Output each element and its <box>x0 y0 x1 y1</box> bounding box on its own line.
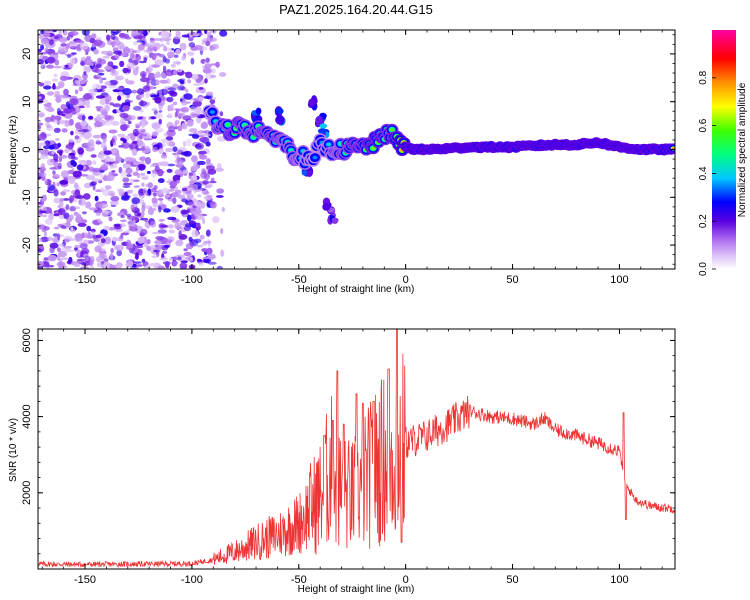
x-tick-label: -50 <box>291 574 307 586</box>
colorbar-gradient <box>712 30 736 269</box>
x-tick-label: 100 <box>610 574 628 586</box>
colorbar-tick-label: 0.2 <box>698 214 709 228</box>
x-tick-label: 0 <box>403 574 409 586</box>
x-tick-label: 0 <box>403 274 409 286</box>
x-tick-label: -150 <box>74 274 96 286</box>
x-tick-label: -100 <box>181 274 203 286</box>
y-tick-label: 6000 <box>21 328 33 352</box>
colorbar-tick-label: 0.6 <box>698 118 709 132</box>
spectral-blob <box>331 217 339 223</box>
y-tick-label: 0 <box>21 146 33 152</box>
spectral-blob <box>322 203 331 211</box>
spectrogram-x-axis: -150 -100 -50 0 50 100 <box>41 30 663 286</box>
y-tick-label: 2000 <box>21 481 33 505</box>
snr-x-axis-title: Height of straight line (km) <box>298 584 415 595</box>
spectral-ridge <box>202 104 675 170</box>
spectral-blob <box>308 98 315 107</box>
spectral-blob <box>317 128 327 134</box>
x-tick-label: 100 <box>610 274 628 286</box>
chart-title: PAZ1.2025.164.20.44.G15 <box>279 2 433 17</box>
colorbar-axis: 0.0 0.2 0.4 0.6 0.8 <box>698 70 716 276</box>
x-tick-label: -50 <box>291 274 307 286</box>
colorbar: 0.0 0.2 0.4 0.6 0.8 Normalized spectral ampl… <box>698 30 748 276</box>
spectrogram-y-axis-title: Frequency (Hz) <box>8 116 19 185</box>
x-tick-label: 50 <box>506 574 518 586</box>
spectral-blob <box>275 114 285 125</box>
y-tick-label: 20 <box>21 48 33 60</box>
colorbar-tick-label: 0.0 <box>698 262 709 276</box>
colorbar-tick-label: 0.4 <box>698 166 709 180</box>
y-tick-label: 4000 <box>21 404 33 428</box>
snr-y-axis: 2000 4000 6000 <box>21 328 675 570</box>
snr-series-line <box>38 329 675 569</box>
snr-frame <box>37 328 676 570</box>
spectral-blob <box>275 108 284 115</box>
spectral-blob <box>306 170 313 177</box>
snr-panel: -150 -100 -50 0 50 100 2000 4000 6000 Height of… <box>8 328 676 595</box>
spectrogram-heatmap <box>38 30 675 269</box>
spectrogram-y-axis: -20 -10 0 10 20 <box>21 34 675 265</box>
x-tick-label: 50 <box>506 274 518 286</box>
spectral-blob <box>255 107 262 115</box>
noise-region <box>38 30 228 269</box>
spectrogram-x-axis-title: Height of straight line (km) <box>298 284 415 295</box>
x-tick-label: -100 <box>181 574 203 586</box>
y-tick-label: -10 <box>21 189 33 205</box>
y-tick-label: 10 <box>21 96 33 108</box>
spectral-blob <box>319 123 328 129</box>
x-tick-label: -150 <box>74 574 96 586</box>
colorbar-title: Normalized spectral amplitude <box>737 82 748 217</box>
y-tick-label: -20 <box>21 237 33 253</box>
snr-y-axis-title: SNR (10 * v/v) <box>8 418 19 482</box>
snr-x-axis: -150 -100 -50 0 50 100 <box>41 329 663 586</box>
colorbar-tick-label: 0.8 <box>698 70 709 84</box>
